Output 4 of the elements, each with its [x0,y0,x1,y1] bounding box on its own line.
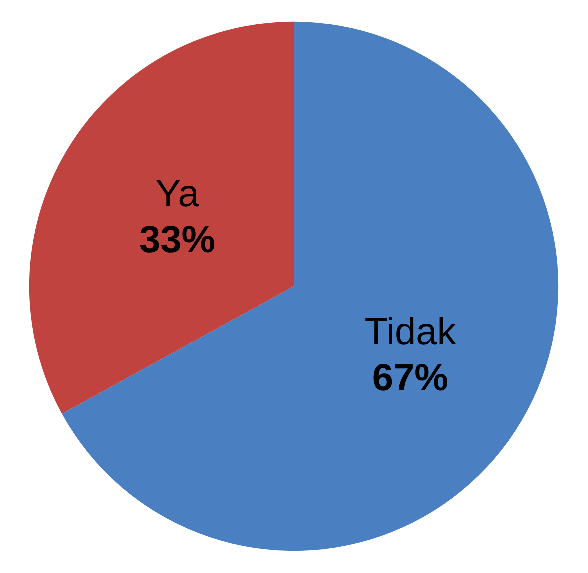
slice-label: Tidak [364,311,458,354]
slice-label: Ya [156,174,200,216]
data-label: 33% [140,220,216,262]
data-label: 67% [372,357,448,400]
